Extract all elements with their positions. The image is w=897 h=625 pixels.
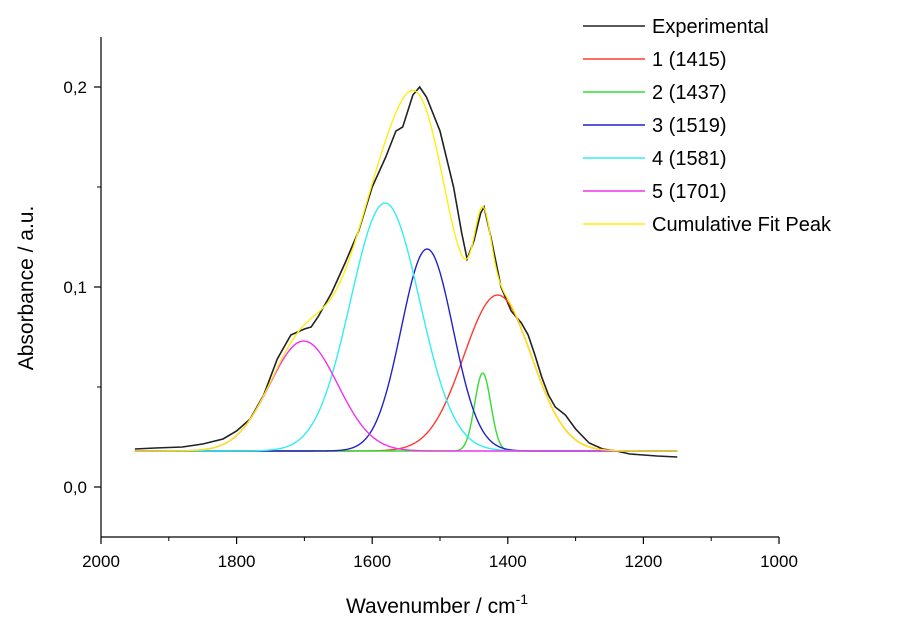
y-axis-label: Absorbance / a.u.: [15, 206, 38, 371]
legend: Experimental 1 (1415) 2 (1437) 3 (1519) 4 (1…: [583, 16, 832, 236]
x-axis-label-superscript: -1: [516, 591, 529, 607]
x-tick-label: 1200: [624, 552, 662, 571]
y-axis-ticks: 0,0 0,1 0,2: [63, 78, 101, 497]
x-tick-label: 1000: [760, 552, 798, 571]
legend-label: 3 (1519): [652, 115, 727, 137]
legend-label: 1 (1415): [652, 49, 727, 71]
series-cumulative-fit: [134, 89, 678, 452]
x-tick-label: 1600: [353, 552, 391, 571]
legend-label: 4 (1581): [652, 148, 727, 170]
x-axis-ticks: 2000 1800 1600 1400 1200 1000: [82, 537, 798, 571]
x-tick-label: 1400: [489, 552, 527, 571]
x-tick-label: 2000: [82, 552, 120, 571]
series-experimental: [134, 85, 678, 458]
series-peak-1: [134, 294, 678, 452]
legend-label: 5 (1701): [652, 181, 727, 203]
series-peak-3: [134, 248, 678, 452]
series-peak-5: [134, 340, 678, 452]
y-tick-label: 0,0: [63, 478, 87, 497]
series-peak-4: [134, 202, 678, 452]
legend-label: Experimental: [652, 16, 769, 38]
series-group: [134, 85, 678, 458]
legend-label: Cumulative Fit Peak: [652, 214, 832, 236]
x-axis-label: Wavenumber / cm-1: [346, 591, 528, 618]
legend-label: 2 (1437): [652, 82, 727, 104]
y-tick-label: 0,2: [63, 78, 87, 97]
axes: [100, 37, 779, 538]
series-peak-2: [134, 372, 678, 452]
x-tick-label: 1800: [218, 552, 256, 571]
y-tick-label: 0,1: [63, 278, 87, 297]
